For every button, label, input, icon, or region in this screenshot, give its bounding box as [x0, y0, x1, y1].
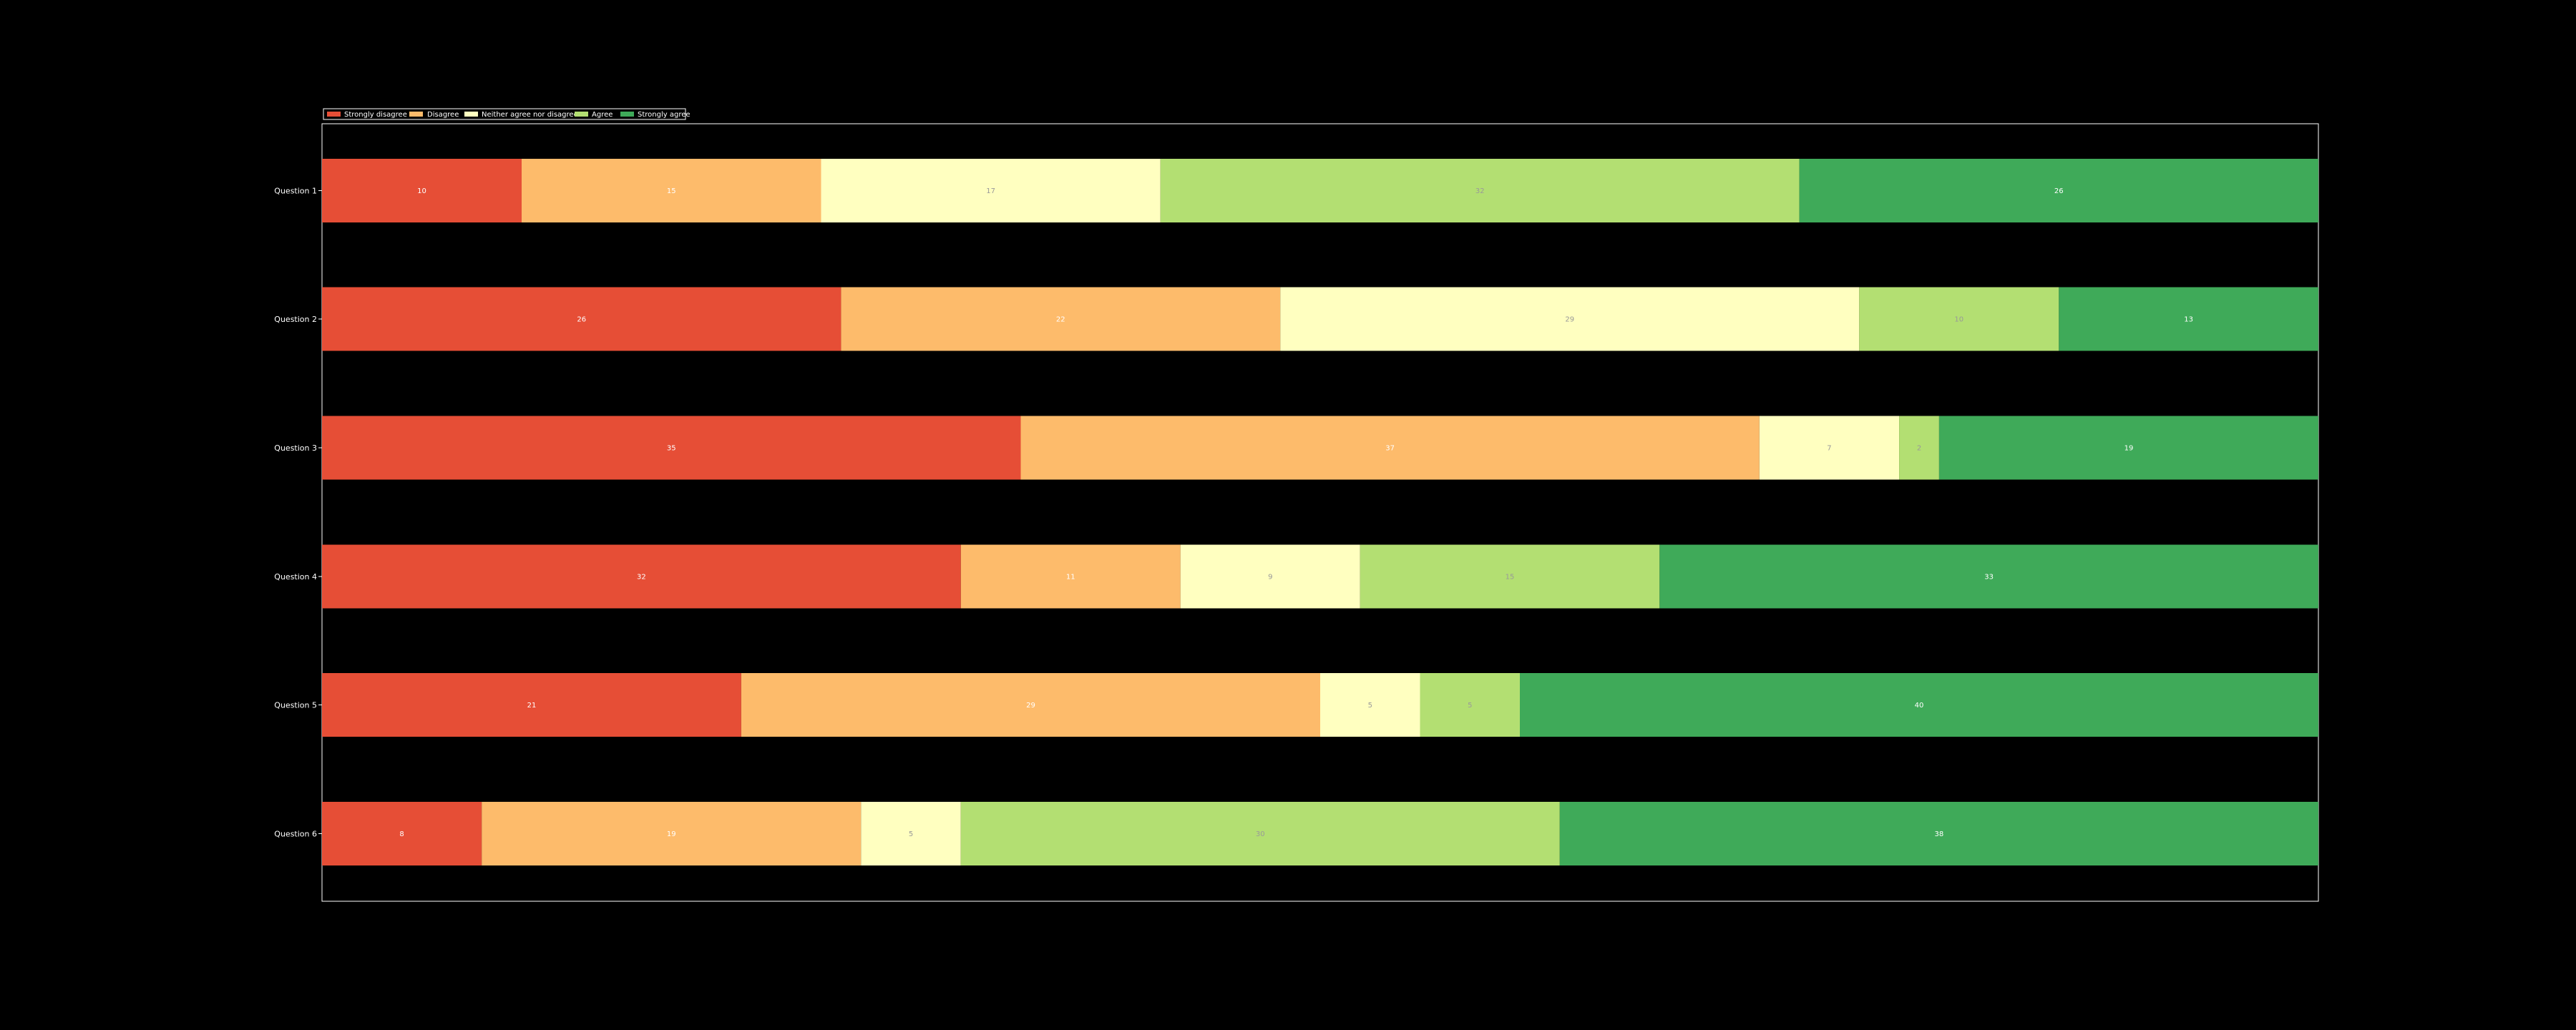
bar-value-label: 19 [667, 830, 676, 838]
bar-segment [2059, 287, 2318, 351]
bar-value-label: 30 [1256, 830, 1265, 838]
bar-value-label: 26 [577, 316, 586, 324]
legend-swatch [327, 112, 341, 117]
bar-value-label: 10 [417, 187, 426, 195]
bar-segment [1938, 416, 2318, 480]
bar-segment [841, 287, 1281, 351]
bar-value-label: 35 [667, 445, 676, 453]
bar-value-label: 10 [1954, 316, 1963, 324]
bar-segment [741, 673, 1320, 737]
bar-value-label: 11 [1066, 574, 1075, 582]
bar-value-label: 5 [1368, 702, 1372, 710]
y-axis-ticks: Question 1 Question 2 Question 3 Question 4… [274, 187, 322, 839]
bar-segment [1859, 287, 2059, 351]
bar-value-label: 29 [1565, 316, 1574, 324]
y-tick-label: Question 2 [274, 315, 317, 324]
y-tick-label: Question 6 [274, 830, 317, 839]
y-tick-label: Question 3 [274, 443, 317, 453]
bar-segment [1420, 673, 1520, 737]
bar-value-label: 8 [399, 830, 404, 838]
legend-label: Strongly agree [638, 111, 691, 119]
bar-segment [322, 159, 522, 222]
bar-value-label: 40 [1915, 702, 1924, 710]
bar-value-label: 5 [909, 830, 913, 838]
legend-label: Agree [592, 111, 613, 119]
bar-value-label: 29 [1026, 702, 1035, 710]
legend-swatch [575, 112, 588, 117]
bar-segment [322, 544, 961, 609]
bar-value-label: 15 [667, 187, 676, 195]
y-tick-label: Question 4 [274, 572, 317, 582]
bar-segment [821, 159, 1161, 222]
bar-value-label: 26 [2054, 187, 2064, 195]
legend-box [323, 108, 686, 120]
legend-swatch [464, 112, 478, 117]
legend-swatch [409, 112, 423, 117]
legend-label: Disagree [427, 111, 459, 119]
bar-segment [482, 802, 862, 865]
bar-value-label: 19 [2124, 445, 2134, 453]
bar-segment [1180, 544, 1360, 609]
y-tick-label: Question 1 [274, 187, 317, 196]
bar-segment [861, 802, 961, 865]
bar-value-label: 17 [986, 187, 995, 195]
bar-segment [322, 673, 741, 737]
bar-value-label: 13 [2184, 316, 2193, 324]
bar-value-label: 22 [1056, 316, 1065, 324]
bar-value-label: 33 [1984, 574, 1994, 582]
bar-segment [1799, 159, 2318, 222]
bar-segment [1160, 159, 1800, 222]
bars-layer: 10 15 17 32 26 26 22 29 10 13 35 37 7 2 19 32 11 9 15 33 21 2… [322, 159, 2318, 865]
bar-segment [1320, 673, 1420, 737]
y-tick-label: Question 5 [274, 701, 317, 710]
legend: Strongly disagree Disagree Neither agree n… [323, 108, 691, 120]
bar-value-label: 21 [527, 702, 537, 710]
bar-segment [322, 287, 841, 351]
bar-segment [1899, 416, 1939, 480]
bar-segment [1759, 416, 1900, 480]
bar-value-label: 32 [1475, 187, 1485, 195]
bar-segment [1659, 544, 2318, 609]
bar-value-label: 15 [1506, 574, 1515, 582]
bar-segment [960, 802, 1560, 865]
bar-value-label: 37 [1385, 445, 1395, 453]
bar-segment [1520, 673, 2318, 737]
bar-segment [1360, 544, 1660, 609]
bar-segment [522, 159, 821, 222]
bar-segment [1020, 416, 1760, 480]
bar-value-label: 7 [1827, 445, 1831, 453]
bar-value-label: 5 [1468, 702, 1472, 710]
legend-label: Strongly disagree [344, 111, 407, 119]
bar-segment [1280, 287, 1860, 351]
plot-frame [321, 123, 2319, 902]
bar-segment [322, 802, 482, 865]
bar-segment [322, 416, 1021, 480]
legend-swatch [620, 112, 634, 117]
bar-value-label: 32 [637, 574, 646, 582]
bar-segment [1559, 802, 2318, 865]
bar-value-label: 9 [1268, 574, 1272, 582]
legend-label: Neither agree nor disagree [482, 111, 578, 119]
bar-segment [960, 544, 1181, 609]
bar-value-label: 38 [1935, 830, 1944, 838]
bar-value-label: 2 [1917, 445, 1921, 453]
